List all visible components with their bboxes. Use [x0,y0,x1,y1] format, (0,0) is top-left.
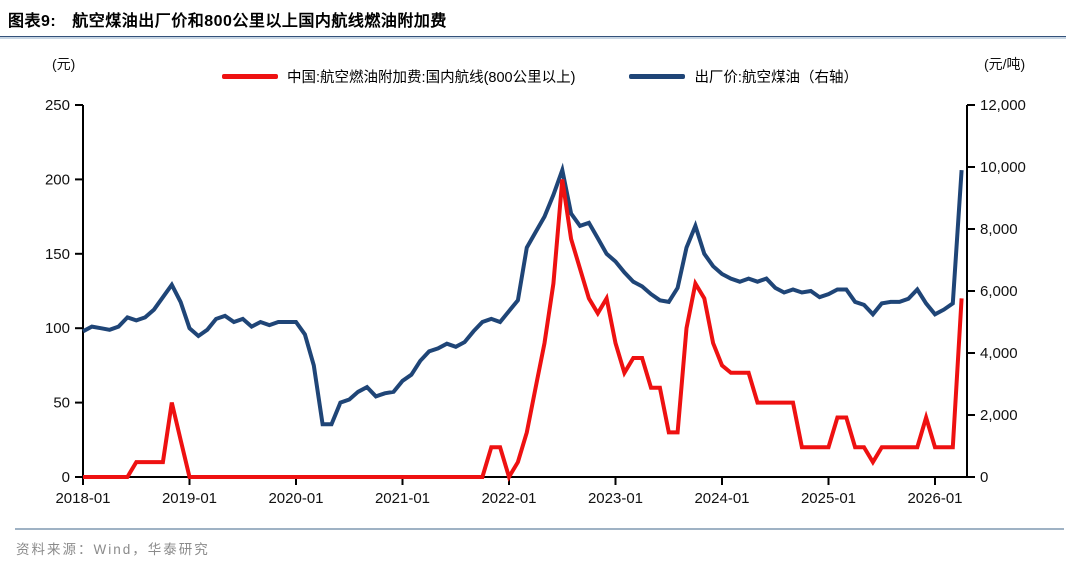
y-axis-left-tick-label: 100 [45,320,70,337]
y-axis-left-tick-label: 150 [45,246,70,263]
y-axis-left-tick-label: 50 [53,395,70,412]
series-fuel-surcharge-line [83,179,964,482]
series-kerosene-price-line [82,162,964,427]
y-axis-right-tick-label: 2,000 [980,407,1018,424]
source-text: 资料来源：Wind，华泰研究 [16,542,210,557]
legend-item-kerosene: 出厂价:航空煤油（右轴） [629,66,858,87]
y-axis-right-tick-label: 10,000 [980,159,1026,176]
chart-header: 图表9: 航空煤油出厂价和800公里以上国内航线燃油附加费 [8,7,1068,31]
x-axis-tick-label: 2025-01 [801,490,856,507]
source-divider [15,528,1064,530]
y-axis-left-tick-label: 200 [45,171,70,188]
y-axis-right-tick-label: 12,000 [980,97,1026,114]
legend-label-surcharge: 中国:航空燃油附加费:国内航线(800公里以上) [287,69,576,86]
legend-item-surcharge: 中国:航空燃油附加费:国内航线(800公里以上) [222,66,575,87]
x-axis-tick-label: 2024-01 [694,490,749,507]
title-divider [0,36,1066,39]
red-line-swatch-icon [222,73,279,79]
x-axis-tick-label: 2019-01 [162,490,217,507]
y-axis-left-tick-label: 250 [45,97,70,114]
y-axis-right-tick-label: 4,000 [980,345,1018,362]
y-axis-left-tick-label: 0 [62,469,70,486]
y-axis-right-tick-label: 6,000 [980,283,1018,300]
y-axis-right-tick-label: 8,000 [980,221,1018,238]
x-axis-tick-label: 2022-01 [481,490,536,507]
legend-label-kerosene: 出厂价:航空煤油（右轴） [694,69,858,86]
y-axis-right-tick-label: 0 [980,469,988,486]
figure-label: 图表9: [8,13,57,30]
x-axis-tick-label: 2018-01 [55,490,110,507]
right-axis-unit-label: (元/吨) [984,56,1026,72]
chart-legend: 中国:航空燃油附加费:国内航线(800公里以上) 出厂价:航空煤油（右轴） [0,66,1080,86]
chart-title: 航空煤油出厂价和800公里以上国内航线燃油附加费 [72,13,447,30]
left-axis-unit-label: (元) [52,56,76,72]
x-axis-tick-label: 2023-01 [588,490,643,507]
x-axis-tick-label: 2021-01 [375,490,430,507]
x-axis-tick-label: 2020-01 [268,490,323,507]
x-axis-tick-label: 2026-01 [907,490,962,507]
blue-line-swatch-icon [629,73,686,79]
